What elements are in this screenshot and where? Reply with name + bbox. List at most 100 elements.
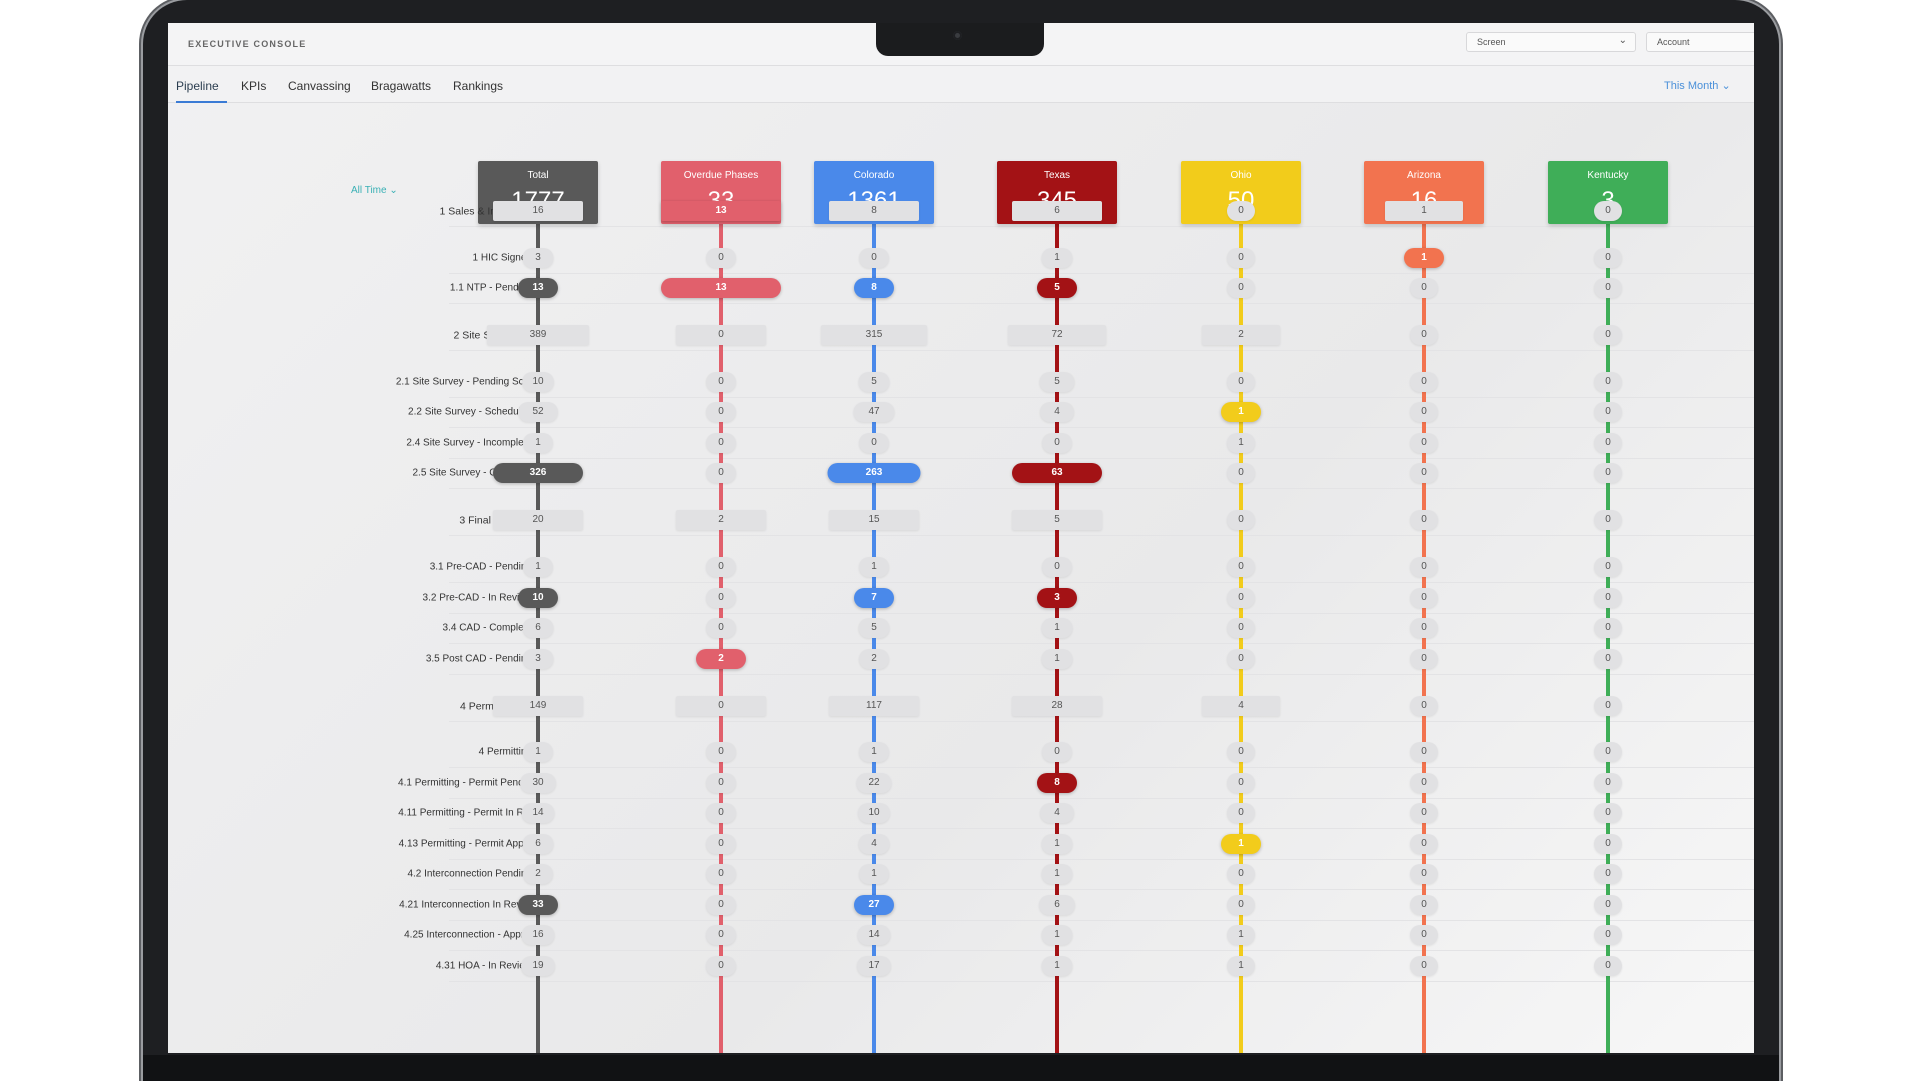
cell-value[interactable]: 3 (522, 649, 554, 669)
cell-value[interactable]: 0 (1410, 773, 1438, 793)
cell-value[interactable]: 0 (1410, 433, 1438, 453)
cell-value[interactable]: 16 (521, 925, 555, 945)
cell-value[interactable]: 1 (1227, 925, 1255, 945)
cell-value[interactable]: 0 (1227, 278, 1255, 298)
cell-value[interactable]: 0 (1410, 557, 1438, 577)
cell-value[interactable]: 0 (706, 742, 736, 762)
cell-value[interactable]: 0 (1042, 433, 1072, 453)
cell-value[interactable]: 2 (676, 510, 766, 530)
cell-value[interactable]: 149 (493, 696, 583, 716)
cell-value[interactable]: 0 (1410, 278, 1438, 298)
cell-value[interactable]: 47 (853, 402, 895, 422)
cell-value[interactable]: 0 (1227, 864, 1255, 884)
cell-value[interactable]: 7 (854, 588, 894, 608)
cell-value[interactable]: 0 (1042, 742, 1072, 762)
cell-value[interactable]: 0 (1410, 510, 1438, 530)
cell-value[interactable]: 117 (829, 696, 919, 716)
cell-value[interactable]: 0 (1594, 864, 1622, 884)
cell-value[interactable]: 0 (1227, 742, 1255, 762)
cell-value[interactable]: 6 (522, 618, 554, 638)
cell-value[interactable]: 33 (518, 895, 558, 915)
cell-value[interactable]: 0 (1410, 463, 1438, 483)
cell-value[interactable]: 1 (523, 433, 553, 453)
cell-value[interactable]: 1 (1041, 925, 1073, 945)
cell-value[interactable]: 1 (1041, 248, 1073, 268)
cell-value[interactable]: 263 (827, 463, 921, 483)
cell-value[interactable]: 0 (1594, 773, 1622, 793)
cell-value[interactable]: 1 (1221, 402, 1261, 422)
cell-value[interactable]: 2 (523, 864, 553, 884)
tab-pipeline[interactable]: Pipeline (176, 79, 219, 93)
cell-value[interactable]: 0 (1594, 510, 1622, 530)
cell-value[interactable]: 1 (1404, 248, 1444, 268)
cell-value[interactable]: 0 (859, 433, 889, 453)
cell-value[interactable]: 1 (1227, 956, 1255, 976)
cell-value[interactable]: 0 (706, 773, 736, 793)
cell-value[interactable]: 0 (1594, 402, 1622, 422)
cell-value[interactable]: 14 (521, 803, 555, 823)
cell-value[interactable]: 0 (1594, 956, 1622, 976)
cell-value[interactable]: 0 (676, 696, 766, 716)
cell-value[interactable]: 0 (1227, 895, 1255, 915)
cell-value[interactable]: 0 (706, 248, 736, 268)
cell-value[interactable]: 2 (1202, 325, 1280, 345)
cell-value[interactable]: 0 (1594, 649, 1622, 669)
cell-value[interactable]: 14 (857, 925, 891, 945)
cell-value[interactable]: 0 (706, 925, 736, 945)
cell-value[interactable]: 0 (1227, 649, 1255, 669)
tab-canvassing[interactable]: Canvassing (288, 79, 351, 93)
cell-value[interactable]: 0 (1227, 510, 1255, 530)
cell-value[interactable]: 13 (518, 278, 558, 298)
cell-value[interactable]: 0 (1410, 803, 1438, 823)
cell-value[interactable]: 1 (523, 557, 553, 577)
cell-value[interactable]: 0 (706, 557, 736, 577)
cell-value[interactable]: 0 (1594, 325, 1622, 345)
cell-value[interactable]: 15 (829, 510, 919, 530)
cell-value[interactable]: 1 (1041, 834, 1073, 854)
cell-value[interactable]: 0 (1594, 248, 1622, 268)
cell-value[interactable]: 63 (1012, 463, 1102, 483)
cell-value[interactable]: 8 (829, 201, 919, 221)
cell-value[interactable]: 1 (859, 557, 889, 577)
cell-value[interactable]: 10 (858, 803, 890, 823)
cell-value[interactable]: 1 (1385, 201, 1463, 221)
cell-value[interactable]: 0 (1410, 325, 1438, 345)
cell-value[interactable]: 4 (1040, 402, 1074, 422)
cell-value[interactable]: 2 (696, 649, 746, 669)
cell-value[interactable]: 0 (706, 864, 736, 884)
cell-value[interactable]: 0 (1042, 557, 1072, 577)
cell-value[interactable]: 0 (706, 618, 736, 638)
time-filter[interactable]: All Time ⌄ (351, 185, 398, 196)
cell-value[interactable]: 30 (520, 773, 556, 793)
cell-value[interactable]: 16 (493, 201, 583, 221)
cell-value[interactable]: 5 (1037, 278, 1077, 298)
cell-value[interactable]: 6 (1039, 895, 1075, 915)
cell-value[interactable]: 5 (858, 618, 890, 638)
cell-value[interactable]: 0 (859, 248, 889, 268)
cell-value[interactable]: 0 (1594, 895, 1622, 915)
tab-kpis[interactable]: KPIs (241, 79, 267, 93)
cell-value[interactable]: 0 (1410, 588, 1438, 608)
cell-value[interactable]: 4 (1202, 696, 1280, 716)
cell-value[interactable]: 0 (706, 372, 736, 392)
cell-value[interactable]: 20 (493, 510, 583, 530)
cell-value[interactable]: 8 (854, 278, 894, 298)
cell-value[interactable]: 5 (1039, 372, 1075, 392)
cell-value[interactable]: 0 (1410, 925, 1438, 945)
cell-value[interactable]: 0 (1227, 201, 1255, 221)
cell-value[interactable]: 19 (521, 956, 555, 976)
cell-value[interactable]: 6 (522, 834, 554, 854)
cell-value[interactable]: 0 (706, 803, 736, 823)
cell-value[interactable]: 1 (859, 864, 889, 884)
cell-value[interactable]: 27 (854, 895, 894, 915)
cell-value[interactable]: 0 (706, 956, 736, 976)
cell-value[interactable]: 13 (661, 201, 781, 221)
cell-value[interactable]: 52 (518, 402, 558, 422)
cell-value[interactable]: 5 (858, 372, 890, 392)
cell-value[interactable]: 1 (523, 742, 553, 762)
cell-value[interactable]: 0 (1410, 895, 1438, 915)
cell-value[interactable]: 0 (1594, 696, 1622, 716)
tab-bragawatts[interactable]: Bragawatts (371, 79, 432, 93)
cell-value[interactable]: 0 (1410, 372, 1438, 392)
cell-value[interactable]: 0 (1227, 588, 1255, 608)
